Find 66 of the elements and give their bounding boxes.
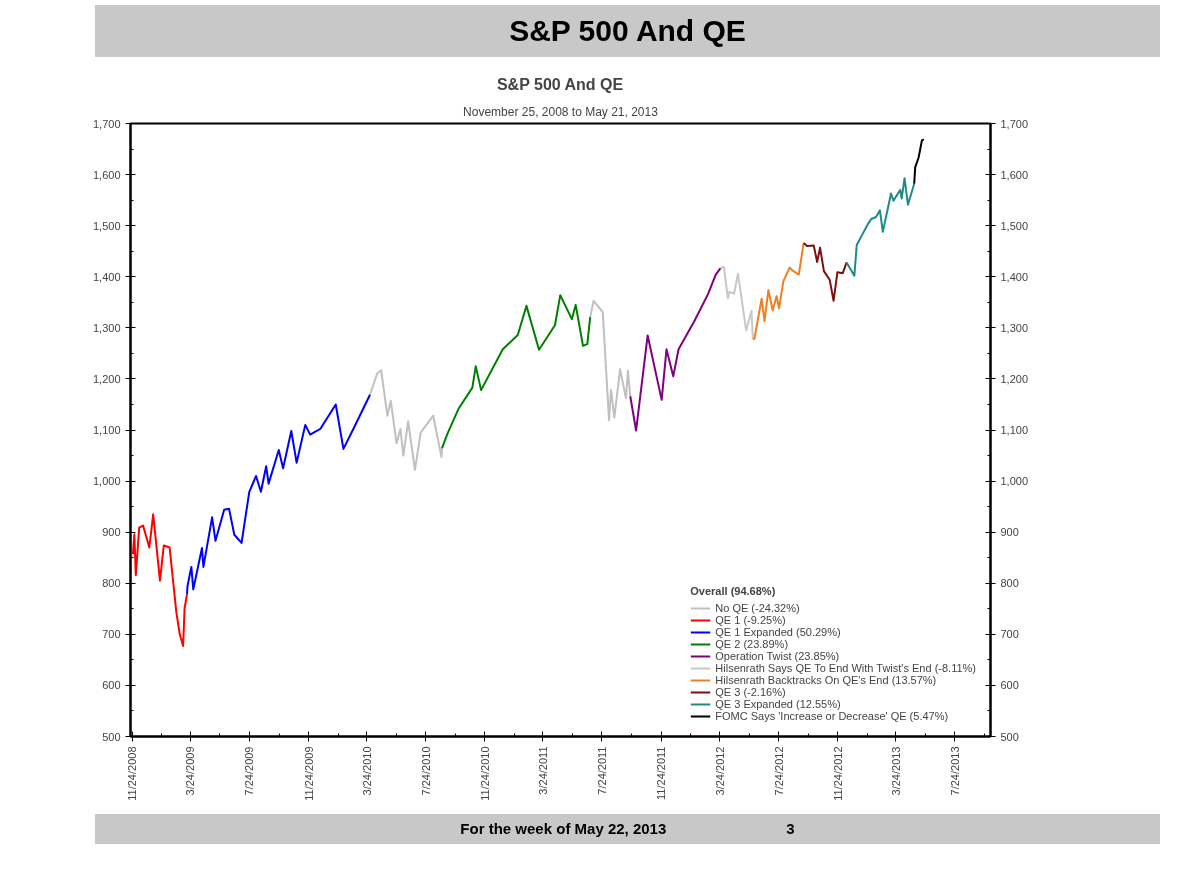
y2-tick-label: 1,100 <box>1000 424 1029 436</box>
x-tick-label: 11/24/2010 <box>478 746 491 801</box>
legend-label: No QE (-24.32%) <box>715 602 800 614</box>
y-tick-label: 700 <box>102 628 121 641</box>
legend-label: Hilsenrath Says QE To End With Twist's End (-8.11%) <box>715 662 976 674</box>
x-tick-label: 7/24/2011 <box>595 746 608 795</box>
legend-label: QE 3 (-2.16%) <box>715 686 786 698</box>
y-tick-label: 1,400 <box>92 270 121 283</box>
x-tick-label: 3/24/2011 <box>536 746 549 795</box>
line-series <box>751 242 805 341</box>
y2-tick-label: 500 <box>1000 730 1019 743</box>
y2-tick-label: 1,700 <box>1000 117 1029 130</box>
legend-label: QE 3 Expanded (12.55%) <box>715 698 841 710</box>
y-tick-label: 600 <box>102 679 121 692</box>
y2-tick-label: 1,000 <box>1000 475 1029 488</box>
x-tick-label: 11/24/2009 <box>302 746 315 801</box>
x-tick-label: 7/24/2013 <box>948 746 961 796</box>
text: S&P 500 And QE <box>509 13 746 49</box>
line-series <box>802 242 848 302</box>
y-tick-label: 1,300 <box>92 321 121 334</box>
y2-tick-label: 1,600 <box>1000 168 1029 181</box>
legend-label: QE 2 (23.89%) <box>715 638 789 650</box>
text: 3 <box>786 820 795 838</box>
x-tick-label: 7/24/2012 <box>772 746 785 796</box>
y2-tick-label: 1,400 <box>1000 270 1029 283</box>
text: For the week of May 22, 2013 <box>460 820 667 838</box>
legend-label: QE 1 Expanded (50.29%) <box>715 626 841 638</box>
x-tick-label: 11/24/2012 <box>831 746 844 801</box>
legend-label: Hilsenrath Backtracks On QE's End (13.57%) <box>715 674 937 686</box>
y2-tick-label: 1,500 <box>1000 219 1029 232</box>
y-tick-label: 1,700 <box>92 117 121 130</box>
legend-title: Overall (94.68%) <box>690 585 777 597</box>
line-series <box>131 513 188 648</box>
y-tick-label: 500 <box>102 730 121 743</box>
line-series <box>845 177 916 277</box>
line-series <box>440 294 592 450</box>
legend-label: FOMC Says 'Increase or Decrease' QE (5.47%) <box>715 710 949 722</box>
y-tick-label: 800 <box>102 577 121 590</box>
x-tick-label: 3/24/2013 <box>889 746 902 796</box>
y-tick-label: 1,200 <box>92 372 121 385</box>
x-tick-label: 3/24/2009 <box>184 746 197 796</box>
y2-tick-label: 700 <box>1000 628 1019 641</box>
chart-title: S&P 500 And QE <box>496 75 624 93</box>
x-tick-label: 3/24/2010 <box>360 746 373 796</box>
y2-tick-label: 600 <box>1000 679 1019 692</box>
x-tick-label: 11/24/2011 <box>655 746 668 800</box>
line-series <box>186 393 372 596</box>
legend-label: QE 1 (-9.25%) <box>715 614 786 626</box>
x-tick-label: 7/24/2010 <box>419 746 432 796</box>
x-tick-label: 11/24/2008 <box>126 746 139 801</box>
y-tick-label: 1,600 <box>92 168 121 181</box>
y2-tick-label: 900 <box>1000 526 1019 539</box>
y2-tick-label: 800 <box>1000 577 1019 590</box>
chart-subtitle: November 25, 2008 to May 21, 2013 <box>463 104 659 119</box>
y-tick-label: 1,500 <box>92 219 121 232</box>
line-series <box>719 266 754 341</box>
y2-tick-label: 1,200 <box>1000 372 1029 385</box>
line-series <box>913 138 925 185</box>
legend-label: Operation Twist (23.85%) <box>715 650 840 662</box>
y2-tick-label: 1,300 <box>1000 321 1029 334</box>
y-tick-label: 1,100 <box>92 424 121 436</box>
x-tick-label: 7/24/2009 <box>243 746 256 796</box>
line-series <box>629 267 722 432</box>
y-tick-label: 1,000 <box>92 475 121 488</box>
x-tick-label: 3/24/2012 <box>713 746 726 796</box>
y-tick-label: 900 <box>102 526 121 539</box>
